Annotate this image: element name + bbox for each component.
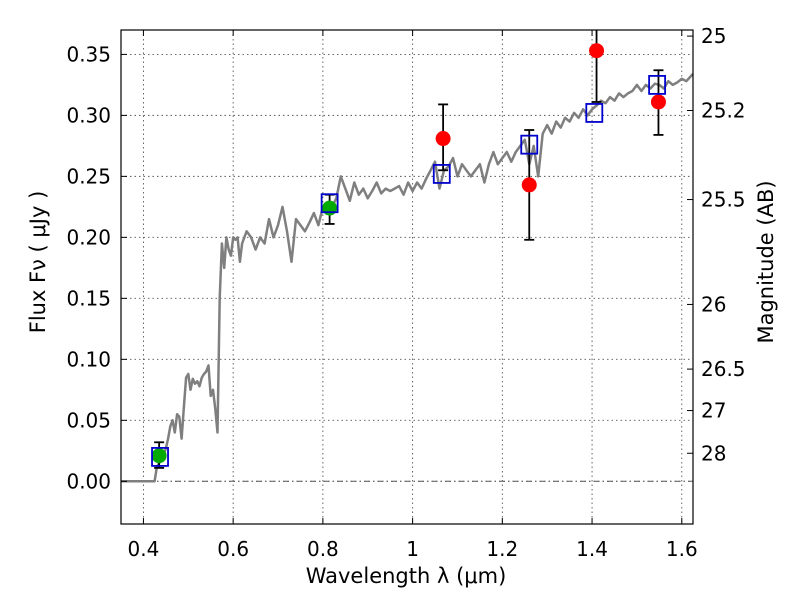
- right-tick-label: 28: [701, 441, 726, 465]
- model-flux-boxes: [151, 74, 667, 467]
- right-tick-label: 26.5: [701, 357, 746, 381]
- grid-lines: [121, 30, 693, 524]
- y-tick-label: 0.20: [66, 225, 111, 249]
- observed-point: [589, 43, 605, 59]
- y-tick-label: 0.00: [66, 469, 111, 493]
- right-axis-label: Magnitude (AB): [754, 180, 778, 343]
- model-flux-box: [520, 134, 539, 155]
- y-tick-label: 0.05: [66, 408, 111, 432]
- x-tick-label: 1.2: [486, 537, 518, 561]
- right-tick-label: 25.5: [701, 188, 746, 212]
- x-tick-label: 0.6: [217, 537, 249, 561]
- y-tick-label: 0.30: [66, 103, 111, 127]
- x-tick-label: 1: [406, 537, 419, 561]
- y-tick-label: 0.25: [66, 164, 111, 188]
- observed-point: [322, 200, 338, 216]
- right-axis-ticks: 25 25.2 25.5 26 26.5 27 28: [687, 24, 746, 465]
- model-flux-box: [432, 164, 451, 184]
- x-tick-label: 1.6: [666, 537, 698, 561]
- observed-point: [650, 94, 666, 110]
- model-flux-box: [151, 447, 169, 467]
- observed-point: [151, 448, 167, 464]
- y-tick-label: 0.15: [66, 286, 111, 310]
- plot-frame: [120, 29, 694, 525]
- x-axis-label: Wavelength λ (μm): [306, 564, 507, 588]
- y-axis-ticks: 0.00 0.05 0.10 0.15 0.20 0.25 0.30 0.35: [66, 42, 127, 493]
- x-axis-ticks: 0.4 0.6 0.8 1 1.2 1.4 1.6: [128, 30, 698, 561]
- x-tick-label: 0.4: [128, 537, 160, 561]
- right-tick-label: 25: [701, 24, 726, 48]
- observed-point: [435, 131, 451, 147]
- observed-points: [151, 43, 666, 464]
- right-tick-label: 27: [701, 399, 726, 423]
- model-flux-box: [585, 103, 604, 123]
- y-tick-label: 0.10: [66, 347, 111, 371]
- right-tick-label: 26: [701, 292, 726, 316]
- x-tick-label: 0.8: [307, 537, 339, 561]
- model-flux-box: [648, 74, 667, 95]
- x-tick-label: 1.4: [576, 537, 608, 561]
- model-flux-box: [320, 193, 339, 214]
- observed-point: [521, 177, 537, 193]
- y-tick-label: 0.35: [66, 42, 111, 66]
- y-axis-label: Flux Fν ( μJy ): [26, 191, 50, 334]
- right-tick-label: 25.2: [701, 99, 746, 123]
